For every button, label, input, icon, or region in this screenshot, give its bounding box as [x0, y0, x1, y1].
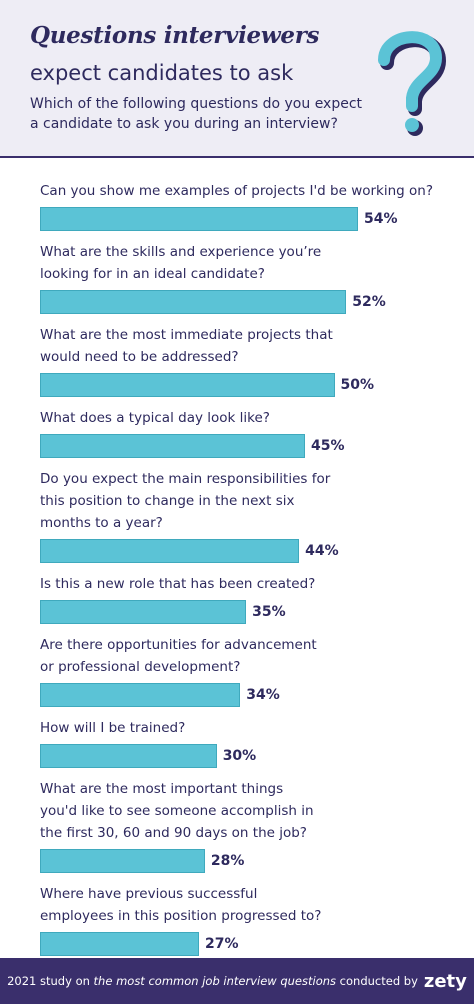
- bar-item: What does a typical day look like? 45%: [40, 407, 460, 458]
- bar-row: 54%: [40, 207, 460, 231]
- bar: [40, 290, 347, 314]
- category-label: What does a typical day look like?: [40, 410, 270, 426]
- bar: [40, 600, 247, 624]
- brand-logo: zety: [423, 970, 467, 992]
- value-label: 28%: [210, 853, 245, 869]
- value-label: 44%: [305, 543, 339, 559]
- subtitle: Which of the following questions do you …: [30, 96, 363, 132]
- bar-item: How will I be trained? 30%: [40, 717, 460, 768]
- value-label: 45%: [311, 438, 345, 454]
- bar: [40, 932, 200, 956]
- footer-text: conducted by: [336, 974, 418, 988]
- value-label: 34%: [246, 687, 280, 703]
- bar-item: What are the skills and experience you’r…: [40, 241, 460, 314]
- title: expect candidates to ask: [30, 61, 294, 85]
- bar: [40, 373, 335, 397]
- bar-row: 35%: [40, 600, 460, 624]
- footer: 2021 study on the most common job interv…: [0, 958, 474, 1004]
- category-label: Can you show me examples of projects I'd…: [40, 183, 434, 199]
- footer-text: 2021 study on: [7, 974, 94, 988]
- bar-row: 30%: [40, 744, 460, 768]
- value-label: 30%: [222, 748, 257, 764]
- title: Questions interviewers: [30, 22, 320, 49]
- bar-row: 50%: [40, 373, 460, 397]
- value-label: 54%: [364, 211, 398, 227]
- question-mark-icon: [378, 31, 447, 136]
- bar-row: 44%: [40, 539, 460, 563]
- category-label: Do you expect the main responsibilities …: [40, 471, 331, 531]
- bar: [40, 744, 217, 768]
- value-label: 27%: [205, 936, 239, 952]
- bar: [40, 539, 300, 563]
- bar-list: Can you show me examples of projects I'd…: [40, 180, 460, 966]
- bar-item: Can you show me examples of projects I'd…: [40, 180, 460, 231]
- value-label: 52%: [352, 294, 386, 310]
- category-label: What are the most immediate projects tha…: [40, 327, 333, 365]
- category-label: Where have previous successful employees…: [40, 886, 322, 924]
- bar-row: 52%: [40, 290, 460, 314]
- bar-row: 34%: [40, 683, 460, 707]
- bar: [40, 434, 306, 458]
- category-label: How will I be trained?: [40, 720, 186, 736]
- bar: [40, 683, 241, 707]
- bar-item: What are the most immediate projects tha…: [40, 324, 460, 397]
- bar-row: 45%: [40, 434, 460, 458]
- category-label: Are there opportunities for advancement …: [40, 637, 317, 675]
- bar-item: Do you expect the main responsibilities …: [40, 468, 460, 563]
- bar: [40, 849, 205, 873]
- bar-item: Where have previous successful employees…: [40, 883, 460, 956]
- bar: [40, 207, 359, 231]
- value-label: 50%: [340, 377, 375, 393]
- bar-item: Is this a new role that has been created…: [40, 573, 460, 624]
- footer-text: the most common job interview questions: [93, 974, 337, 988]
- bar-item: Are there opportunities for advancement …: [40, 634, 460, 707]
- bar-item: What are the most important things you'd…: [40, 778, 460, 873]
- category-label: What are the skills and experience you’r…: [40, 244, 322, 282]
- header: Questions interviewers expect candidates…: [0, 0, 474, 158]
- category-label: What are the most important things you'd…: [40, 781, 314, 841]
- bar-row: 27%: [40, 932, 460, 956]
- bar-row: 28%: [40, 849, 460, 873]
- value-label: 35%: [252, 604, 286, 620]
- category-label: Is this a new role that has been created…: [40, 576, 316, 592]
